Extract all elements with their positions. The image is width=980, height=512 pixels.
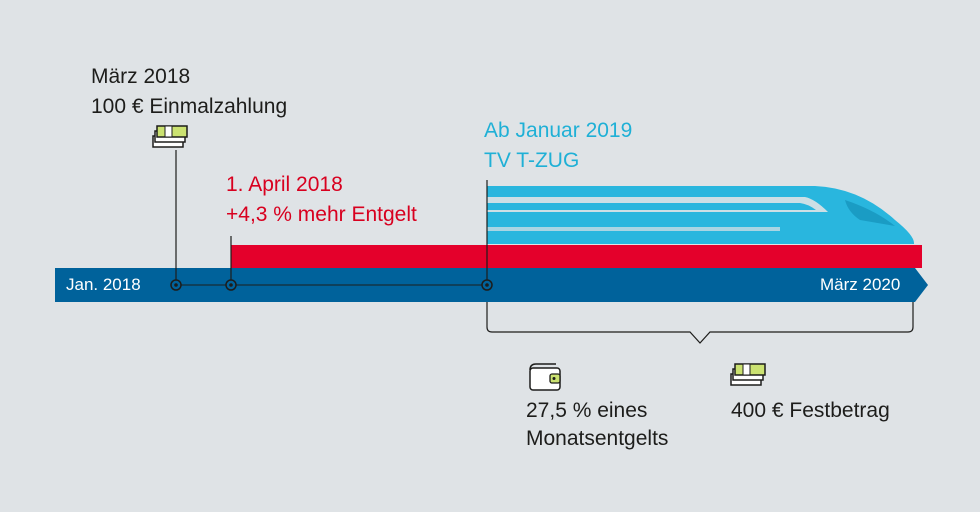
one-time-payment-text: 100 € Einmalzahlung bbox=[91, 95, 288, 118]
marker-april-2018 bbox=[225, 279, 237, 291]
option-percent-line2: Monatsentgelts bbox=[526, 427, 669, 450]
wallet-icon bbox=[529, 363, 561, 391]
period-bracket bbox=[486, 302, 914, 344]
wage-increase-text: +4,3 % mehr Entgelt bbox=[226, 203, 417, 226]
marker-january-2019 bbox=[481, 279, 493, 291]
option-percent-line1: 27,5 % eines bbox=[526, 399, 648, 422]
money-stack-icon bbox=[730, 363, 766, 386]
wage-increase-bar bbox=[231, 245, 922, 268]
money-stack-icon bbox=[152, 125, 188, 148]
timeline-end-label: März 2020 bbox=[820, 275, 901, 294]
t-zug-date: Ab Januar 2019 bbox=[484, 119, 633, 142]
t-zug-text: TV T-ZUG bbox=[484, 149, 580, 172]
wage-increase-date: 1. April 2018 bbox=[226, 173, 343, 196]
option-fixed-text: 400 € Festbetrag bbox=[731, 399, 890, 422]
timeline-start-label: Jan. 2018 bbox=[66, 275, 141, 294]
marker-march-2018 bbox=[170, 279, 182, 291]
one-time-payment-date: März 2018 bbox=[91, 65, 191, 88]
train-icon bbox=[487, 186, 915, 244]
